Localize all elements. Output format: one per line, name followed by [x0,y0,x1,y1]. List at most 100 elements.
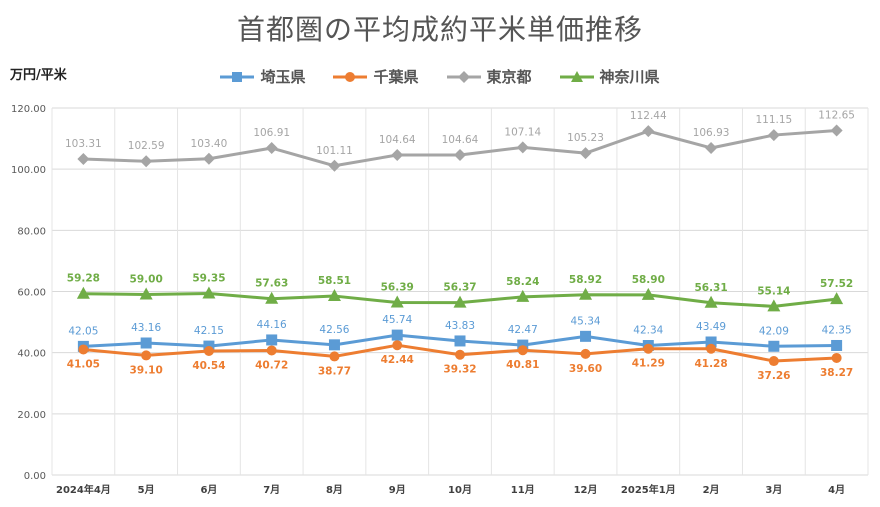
data-label: 42.15 [194,325,224,337]
data-point [139,287,153,300]
data-label: 42.05 [68,325,98,337]
data-label: 41.05 [67,358,100,370]
legend-item: 神奈川県 [559,66,660,87]
data-label: 58.51 [318,275,351,287]
data-label: 104.64 [442,134,479,146]
y-tick-label: 20.00 [17,410,46,421]
data-point [579,287,593,300]
legend-label: 千葉県 [373,68,419,86]
y-tick-label: 120.00 [11,104,46,115]
data-point [580,348,591,359]
data-label: 112.65 [818,109,855,121]
data-label: 39.60 [569,363,602,375]
data-label: 105.23 [567,132,604,144]
data-label: 57.52 [820,278,853,290]
data-point [391,148,404,161]
data-label: 59.28 [67,273,100,285]
data-point [767,129,780,142]
x-tick-label: 7月 [263,484,280,496]
data-point [705,336,717,348]
data-label: 38.27 [820,367,853,379]
data-label: 42.44 [381,354,414,366]
data-label: 43.49 [696,321,726,333]
data-label: 55.14 [757,285,790,297]
data-point [517,345,528,356]
data-point [830,124,843,137]
data-point [329,351,340,362]
data-label: 40.81 [506,359,539,371]
data-point [391,329,403,341]
data-point [768,356,779,367]
data-point [455,349,465,360]
data-point [768,340,780,352]
x-tick-label: 2月 [703,484,720,496]
data-label: 111.15 [755,114,792,126]
data-label: 45.74 [382,314,412,326]
data-label: 56.39 [381,282,414,294]
data-label: 101.11 [316,145,353,157]
data-point [390,295,404,308]
data-point [76,286,90,299]
data-label: 59.35 [192,272,225,284]
data-point [705,141,718,154]
data-label: 40.54 [192,360,225,372]
data-point [202,286,216,299]
data-point [831,339,843,351]
data-point [266,345,277,356]
data-label: 44.16 [257,319,287,331]
data-point [141,350,152,361]
legend-swatch [559,70,594,82]
data-label: 41.29 [632,358,665,370]
data-label: 43.16 [131,322,161,334]
legend: 埼玉県 千葉県 東京都 神奈川県 [0,66,880,87]
data-point [580,330,592,342]
data-point [516,289,530,302]
data-label: 59.00 [130,274,163,286]
data-label: 103.40 [191,138,228,150]
x-tick-label: 2025年1月 [621,483,676,496]
x-tick-label: 10月 [448,484,472,496]
y-tick-label: 100.00 [11,165,46,176]
x-tick-label: 5月 [138,484,155,496]
data-label: 43.83 [445,320,475,332]
data-label: 102.59 [128,140,165,152]
data-point [454,335,466,347]
data-label: 42.47 [508,324,538,336]
data-label: 38.77 [318,365,351,377]
data-label: 45.34 [571,315,601,327]
data-point [706,343,717,354]
data-point [78,344,89,355]
data-point [203,346,214,357]
data-point [830,292,844,305]
x-tick-label: 3月 [765,484,782,496]
y-tick-label: 0.00 [24,471,46,482]
legend-item: 千葉県 [333,66,419,87]
data-label: 42.35 [822,324,852,336]
x-tick-label: 4月 [828,484,845,496]
data-label: 41.28 [694,358,727,370]
data-label: 58.92 [569,274,602,286]
x-tick-label: 2024年4月 [56,483,111,496]
data-point [453,295,467,308]
data-point [77,153,90,166]
legend-swatch [446,70,481,83]
data-point [643,343,654,354]
data-point [140,155,153,168]
data-label: 103.31 [65,138,102,150]
legend-label: 埼玉県 [260,68,306,86]
data-point [704,295,718,308]
data-label: 56.31 [694,282,727,294]
data-point [266,334,278,346]
data-point [392,340,403,351]
x-tick-label: 12月 [574,484,598,496]
data-point [767,299,781,312]
data-point [579,147,592,160]
data-point [328,159,341,172]
data-point [516,141,529,154]
y-tick-label: 40.00 [17,349,46,360]
data-label: 39.10 [130,364,163,376]
data-point [265,142,278,155]
data-label: 107.14 [504,126,541,138]
